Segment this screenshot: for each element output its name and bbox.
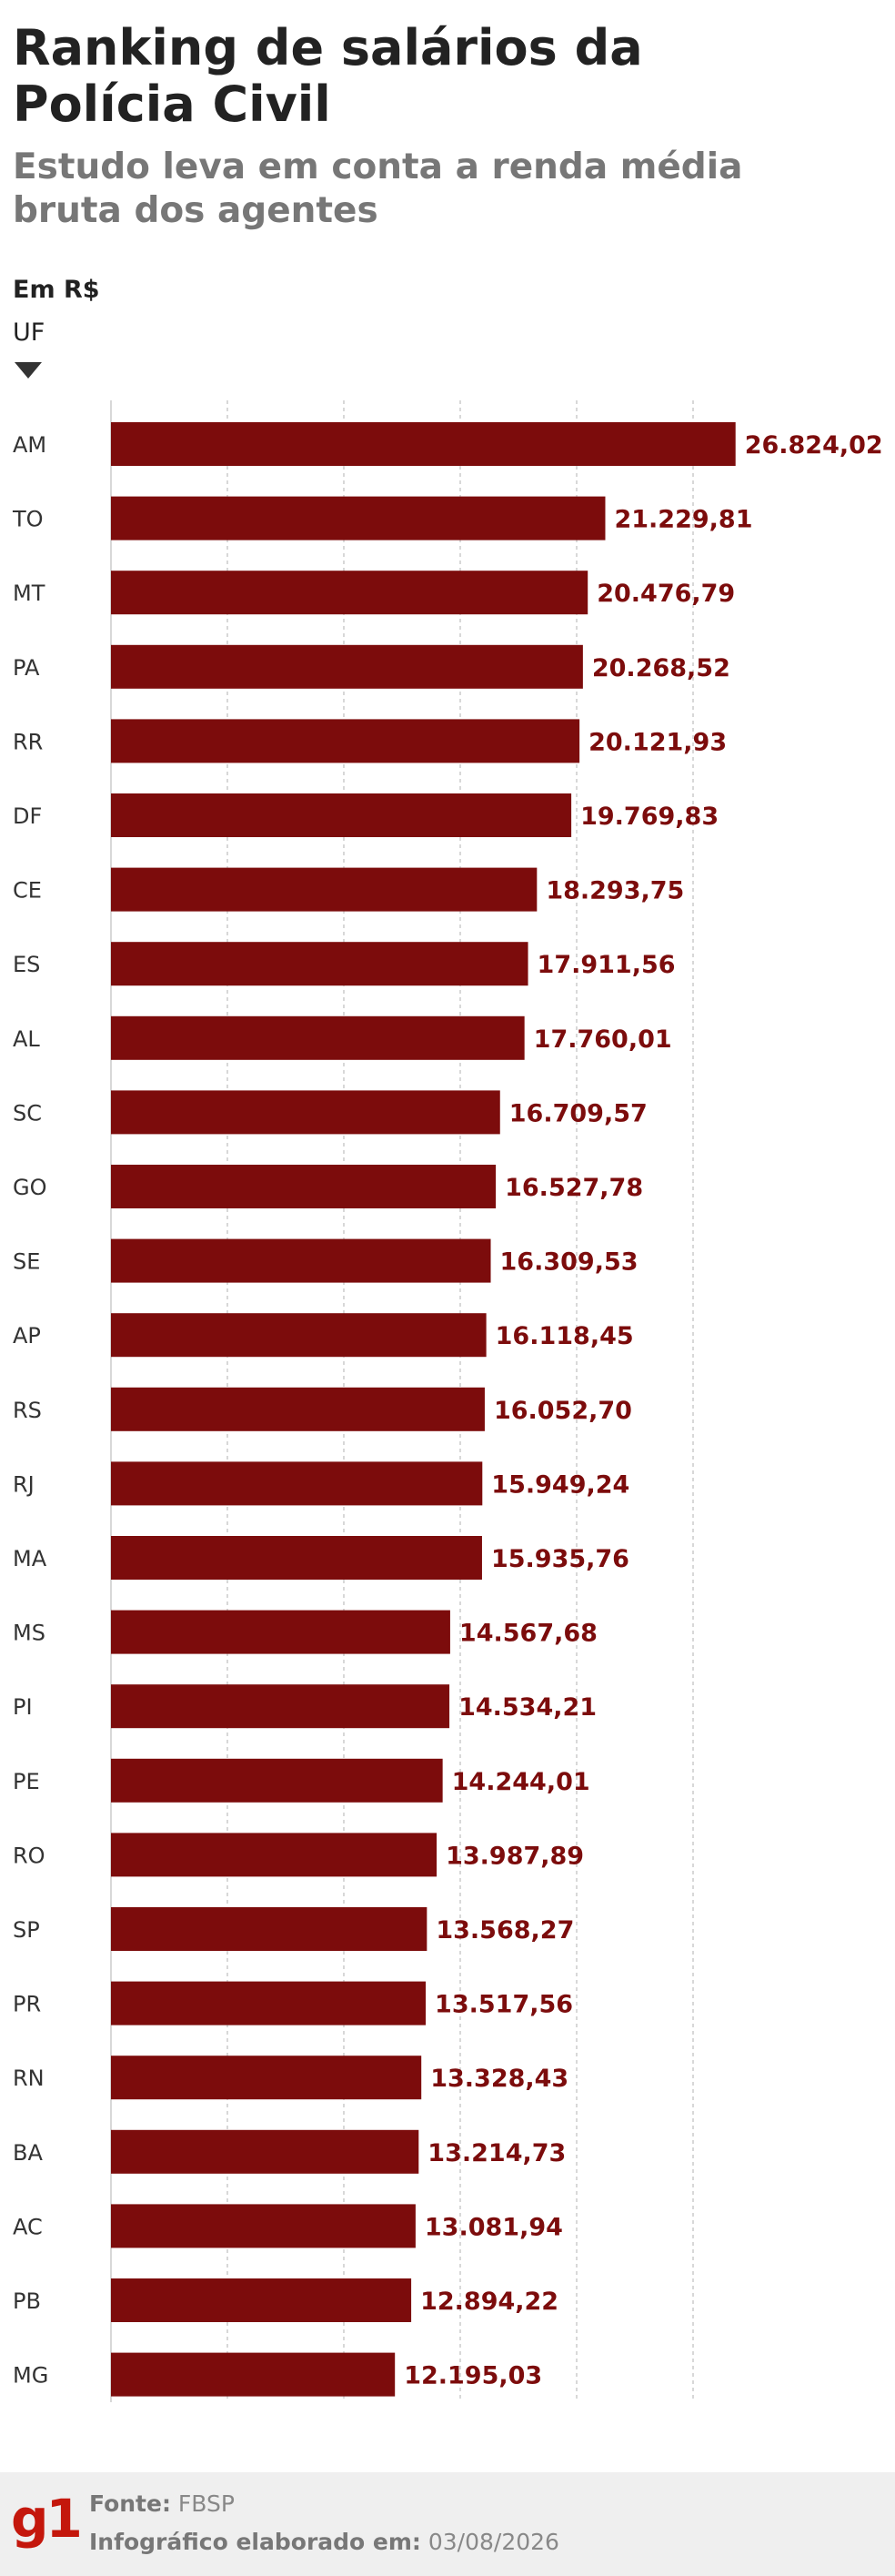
value-label: 26.824,02: [745, 431, 883, 460]
category-label: SE: [13, 1249, 40, 1275]
value-label: 13.214,73: [427, 2139, 566, 2167]
bar: [111, 1610, 450, 1654]
bar: [111, 2352, 396, 2397]
source-line: Fonte: FBSP: [89, 2490, 235, 2517]
value-label: 13.987,89: [446, 1842, 584, 1870]
chart-title: Ranking de salários da Polícia Civil: [13, 19, 643, 133]
category-label: MS: [13, 1621, 45, 1646]
category-label: AM: [13, 432, 46, 458]
bar: [111, 2204, 416, 2248]
date-line: Infográfico elaborado em: 03/08/2026: [89, 2529, 559, 2555]
category-label: BA: [13, 2140, 43, 2166]
category-label: AP: [13, 1323, 41, 1349]
bar: [111, 571, 588, 615]
source-value: FBSP: [177, 2490, 235, 2517]
category-label: AC: [13, 2214, 43, 2239]
category-label: RO: [13, 1843, 45, 1868]
category-label: CE: [13, 878, 42, 904]
bar: [111, 1090, 500, 1135]
bar: [111, 867, 538, 912]
date-label: Infográfico elaborado em:: [89, 2529, 421, 2555]
category-label: RR: [13, 729, 43, 754]
value-label: 18.293,75: [546, 877, 684, 905]
category-label: PE: [13, 1769, 40, 1794]
category-label: GO: [13, 1175, 47, 1200]
category-label: PB: [13, 2288, 41, 2314]
category-axis-title: UF: [13, 318, 45, 347]
bar: [111, 1536, 482, 1580]
category-label: MG: [13, 2363, 48, 2389]
bar: [111, 496, 606, 540]
date-value: 03/08/2026: [427, 2529, 559, 2555]
footer: g1 Fonte: FBSP Infográfico elaborado em:…: [0, 2472, 895, 2576]
category-label: PI: [13, 1694, 33, 1720]
g1-logo: g1: [11, 2488, 83, 2550]
sort-down-icon: [15, 362, 42, 379]
bar: [111, 1313, 487, 1358]
category-label: RJ: [13, 1471, 35, 1497]
value-label: 16.118,45: [496, 1322, 634, 1350]
bar: [111, 1387, 485, 1431]
bar: [111, 422, 736, 466]
value-label: 20.268,52: [592, 654, 730, 682]
value-label: 19.769,83: [580, 803, 719, 831]
bar-chart: AM 26.824,02 TO 21.229,81 MT 20.476,79 PA 20.26…: [12, 400, 883, 2402]
category-label: ES: [13, 952, 40, 977]
bar: [111, 793, 572, 837]
value-label: 14.244,01: [452, 1768, 590, 1796]
value-label: 16.709,57: [509, 1099, 648, 1127]
bar: [111, 2056, 422, 2100]
value-label: 15.949,24: [491, 1470, 629, 1499]
value-label: 15.935,76: [491, 1545, 629, 1573]
bar: [111, 1981, 427, 2025]
bar: [111, 2278, 412, 2322]
category-label: MA: [13, 1546, 47, 1571]
value-label: 16.052,70: [494, 1397, 632, 1425]
category-label: DF: [13, 803, 42, 829]
category-label: SP: [13, 1917, 40, 1943]
unit-label: Em R$: [13, 276, 100, 304]
bar: [111, 1015, 525, 1060]
bar: [111, 1165, 497, 1208]
bar: [111, 1907, 427, 1951]
category-label: MT: [13, 581, 45, 606]
value-label: 13.328,43: [430, 2065, 568, 2093]
bar: [111, 1758, 443, 1803]
bar: [111, 1238, 491, 1283]
value-label: 17.911,56: [538, 951, 676, 979]
value-label: 17.760,01: [534, 1025, 672, 1054]
value-label: 13.081,94: [425, 2213, 563, 2241]
value-label: 12.195,03: [404, 2362, 542, 2390]
value-label: 16.527,78: [505, 1174, 643, 1202]
value-label: 21.229,81: [614, 506, 752, 534]
bar: [111, 1684, 450, 1729]
category-label: RN: [13, 2066, 45, 2091]
value-label: 20.121,93: [588, 728, 727, 756]
bar: [111, 1461, 483, 1506]
source-label: Fonte:: [89, 2490, 171, 2517]
bar: [111, 644, 583, 689]
value-label: 13.568,27: [436, 1916, 574, 1945]
bar: [111, 2129, 419, 2174]
category-label: SC: [13, 1100, 42, 1126]
chart-subtitle: Estudo leva em conta a renda média bruta…: [13, 146, 743, 231]
bar: [111, 719, 580, 763]
value-label: 14.534,21: [458, 1693, 597, 1722]
value-label: 13.517,56: [435, 1991, 573, 2019]
value-label: 16.309,53: [500, 1248, 639, 1277]
category-label: TO: [12, 507, 44, 532]
value-label: 14.567,68: [459, 1620, 598, 1648]
category-label: AL: [13, 1026, 40, 1052]
bar: [111, 1833, 437, 1877]
bar: [111, 942, 528, 986]
category-label: PA: [13, 655, 40, 681]
category-label: RS: [13, 1398, 42, 1423]
category-label: PR: [13, 1992, 41, 2017]
value-label: 12.894,22: [420, 2288, 558, 2316]
value-label: 20.476,79: [597, 580, 735, 608]
